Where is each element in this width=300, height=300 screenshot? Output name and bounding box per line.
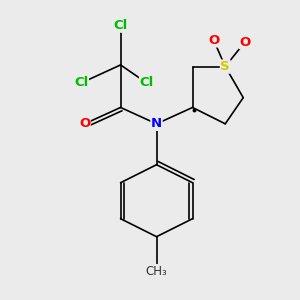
Text: CH₃: CH₃ <box>146 265 167 278</box>
Text: Cl: Cl <box>74 76 88 89</box>
Text: S: S <box>220 60 230 73</box>
Text: N: N <box>151 117 162 130</box>
Text: Cl: Cl <box>140 76 154 89</box>
Text: O: O <box>239 35 250 49</box>
Text: Cl: Cl <box>113 19 128 32</box>
Text: O: O <box>79 117 90 130</box>
Text: O: O <box>208 34 219 47</box>
